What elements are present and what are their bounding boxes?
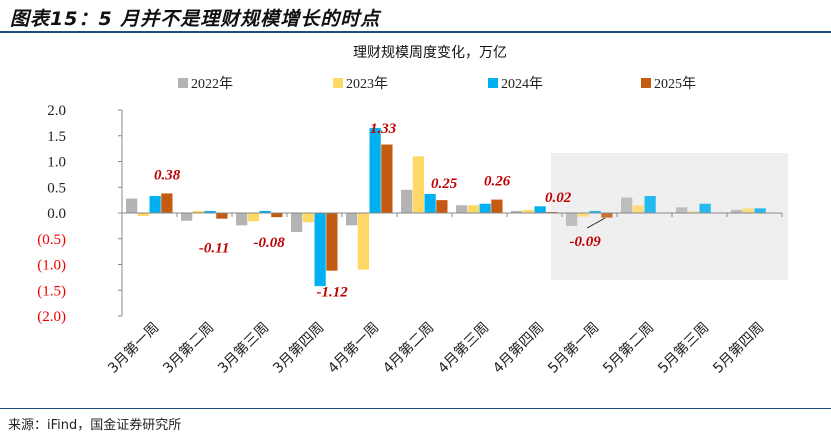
y-tick-label: (0.5) <box>37 232 66 248</box>
legend-label: 2022年 <box>191 76 233 92</box>
bar <box>302 213 314 223</box>
chart-title: 理财规模周度变化，万亿 <box>353 45 507 61</box>
y-tick-label: 0.0 <box>47 206 66 222</box>
bar <box>687 211 699 213</box>
x-tick-label: 3月第二周 <box>159 319 217 377</box>
label-leader-line <box>586 217 606 229</box>
legend-swatch <box>178 78 188 88</box>
bar <box>424 193 436 213</box>
bar <box>271 213 283 218</box>
data-label: -0.09 <box>570 234 602 250</box>
y-tick-label: 1.5 <box>47 129 66 145</box>
x-tick-label: 3月第三周 <box>214 319 272 377</box>
bar <box>601 213 613 218</box>
x-tick-label: 5月第二周 <box>599 319 657 377</box>
source-note: 来源：iFind，国金证券研究所 <box>8 418 182 433</box>
y-tick-label: (2.0) <box>37 309 66 325</box>
bar <box>491 199 503 213</box>
data-label: 0.38 <box>154 167 181 183</box>
data-label: -0.08 <box>254 235 286 251</box>
bar <box>236 213 248 226</box>
bar <box>369 128 381 213</box>
y-tick-label: (1.0) <box>37 258 66 274</box>
bar <box>754 208 766 213</box>
bar <box>589 210 601 213</box>
x-tick-label: 4月第一周 <box>324 319 382 377</box>
bar <box>181 213 193 221</box>
bar <box>436 200 448 213</box>
bar <box>314 213 326 287</box>
legend-label: 2025年 <box>654 76 696 92</box>
legend-swatch <box>488 78 498 88</box>
title-divider <box>0 31 831 33</box>
x-tick-label: 3月第四周 <box>269 319 327 377</box>
bar <box>676 207 688 213</box>
bar <box>126 198 138 213</box>
bar <box>204 210 216 213</box>
x-tick-label: 3月第一周 <box>104 319 162 377</box>
x-tick-label: 5月第一周 <box>544 319 602 377</box>
highlight-region <box>551 153 788 280</box>
legend-label: 2024年 <box>501 76 543 92</box>
figure-title: 图表15：5 月并不是理财规模增长的时点 <box>10 8 381 30</box>
bar <box>259 210 271 213</box>
bar <box>479 203 491 213</box>
bar <box>357 213 369 270</box>
bar <box>742 208 754 213</box>
footer-divider <box>0 408 831 409</box>
x-tick-label: 5月第四周 <box>709 319 767 377</box>
bar <box>534 206 546 213</box>
legend-label: 2023年 <box>346 76 388 92</box>
bar <box>216 213 228 219</box>
bar <box>467 205 479 213</box>
bar <box>247 213 259 222</box>
bar <box>731 209 743 213</box>
bar <box>192 210 204 213</box>
bar <box>326 213 338 271</box>
legend-swatch <box>333 78 343 88</box>
x-tick-label: 5月第三周 <box>654 319 712 377</box>
bar <box>621 197 633 213</box>
y-tick-label: 0.5 <box>47 180 66 196</box>
x-tick-label: 4月第四周 <box>489 319 547 377</box>
bar <box>644 196 656 213</box>
data-label: 1.33 <box>370 121 397 137</box>
data-label: 0.02 <box>545 190 572 206</box>
legend-swatch <box>641 78 651 88</box>
bar <box>137 213 149 217</box>
bar <box>401 189 413 213</box>
bar <box>291 213 303 233</box>
bar <box>346 213 358 226</box>
data-label: 0.25 <box>431 176 458 192</box>
bar <box>161 193 173 213</box>
y-tick-label: 2.0 <box>47 103 66 119</box>
data-label: -0.11 <box>199 241 229 257</box>
y-tick-label: 1.0 <box>47 155 66 171</box>
bar <box>149 196 161 213</box>
x-tick-label: 4月第三周 <box>434 319 492 377</box>
bar <box>566 213 578 226</box>
bar <box>546 211 558 213</box>
bar <box>381 144 393 213</box>
bar <box>412 156 424 213</box>
bar <box>699 203 711 213</box>
bar <box>522 209 534 213</box>
data-label: -1.12 <box>317 285 349 301</box>
bar <box>511 210 523 213</box>
y-tick-label: (1.5) <box>37 283 66 299</box>
data-label: 0.26 <box>484 174 511 190</box>
bar <box>577 213 589 217</box>
bar <box>456 205 468 213</box>
bar <box>632 205 644 213</box>
x-tick-label: 4月第二周 <box>379 319 437 377</box>
